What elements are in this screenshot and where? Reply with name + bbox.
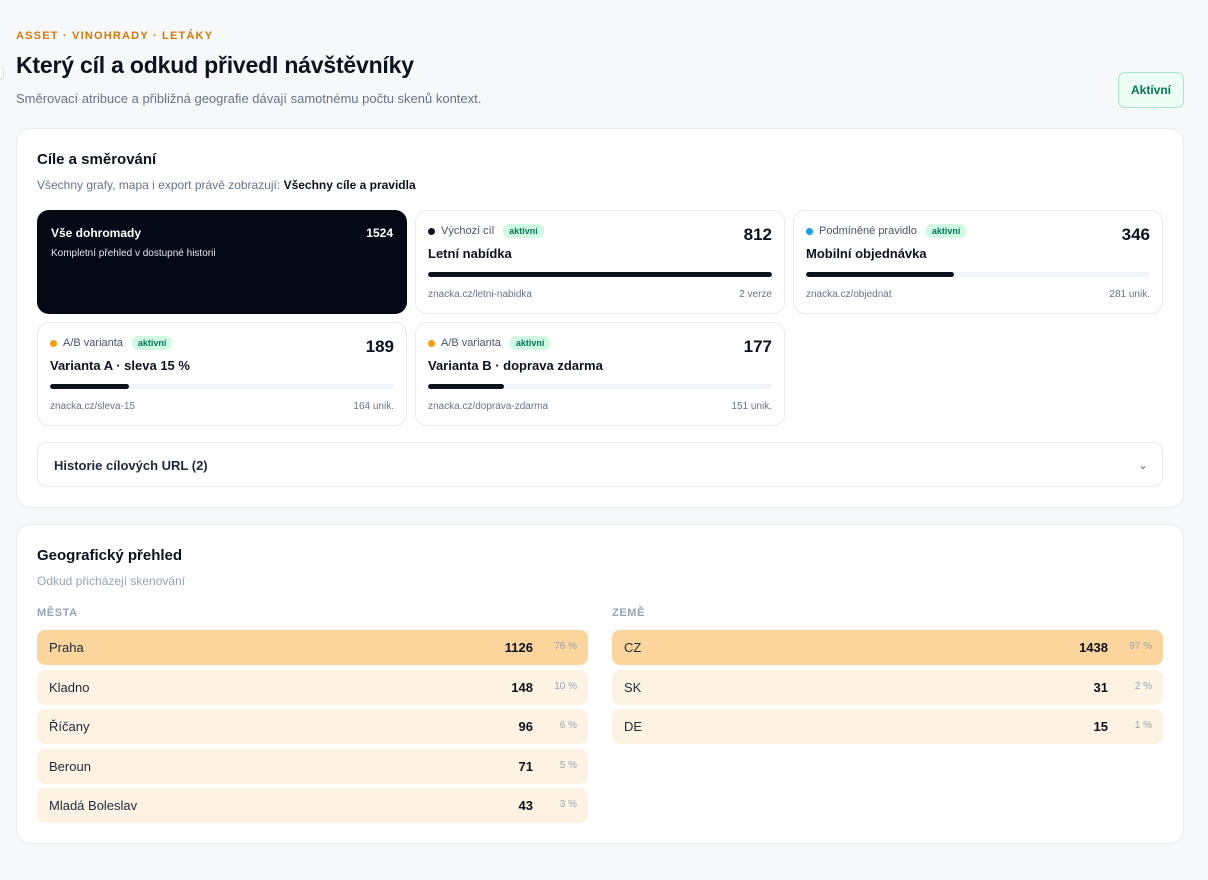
city-percent: 3 % <box>559 799 577 810</box>
target-url: znacka.cz/objednat <box>806 289 892 300</box>
target-description: Kompletní přehled v dostupné historii <box>51 248 216 259</box>
country-percent: 1 % <box>1134 720 1152 731</box>
country-row: CZ 1438 97 % <box>612 630 1163 665</box>
target-count: 812 <box>743 225 772 244</box>
city-name: Říčany <box>49 719 90 734</box>
city-row: Mladá Boleslav 43 3 % <box>37 788 588 823</box>
country-count: 31 <box>1093 679 1108 695</box>
city-row: Praha 1126 76 % <box>37 630 588 665</box>
target-dot-icon <box>50 339 57 347</box>
status-badge[interactable]: Aktivní <box>1118 72 1184 108</box>
target-share-bar <box>428 384 772 389</box>
target-share-fill <box>428 272 772 277</box>
target-type: Výchozí cíl <box>441 225 495 237</box>
target-url: znacka.cz/doprava-zdarma <box>428 401 549 412</box>
city-name: Beroun <box>49 758 91 774</box>
target-url: znacka.cz/sleva-15 <box>50 401 136 412</box>
filter-note-value: Všechny cíle a pravidla <box>283 178 416 192</box>
target-count: 1524 <box>366 226 393 240</box>
cities-heading: MĚSTA <box>37 607 78 619</box>
country-percent: 2 % <box>1134 680 1152 692</box>
targets-filter-note: Všechny grafy, mapa i export právě zobra… <box>37 178 416 192</box>
page-subtitle: Směrovací atribuce a přibližná geografie… <box>16 91 482 106</box>
target-share-fill <box>428 384 504 389</box>
target-card-default[interactable]: Výchozí cíl aktivní 812 Letní nabídka zn… <box>415 210 785 314</box>
target-card-all[interactable]: Vše dohromady 1524 Kompletní přehled v d… <box>37 210 407 314</box>
countries-heading: ZEMĚ <box>612 607 645 619</box>
target-share-fill <box>50 384 130 389</box>
target-name: Varianta A · sleva 15 % <box>50 358 190 373</box>
target-share-fill <box>806 272 954 277</box>
geo-subtitle: Odkud přicházejí skenování <box>37 574 186 588</box>
city-count: 1126 <box>504 640 533 655</box>
active-badge: aktivní <box>503 224 544 238</box>
targets-panel: Cíle a směrování Všechny grafy, mapa i e… <box>16 128 1184 508</box>
city-percent: 10 % <box>554 680 577 692</box>
target-name: Mobilní objednávka <box>806 246 927 261</box>
target-url: znacka.cz/letni-nabidka <box>428 289 532 300</box>
city-count: 148 <box>511 679 533 695</box>
target-share-bar <box>806 272 1150 277</box>
panel-toggle-handle[interactable] <box>0 66 4 80</box>
target-meta: 151 unik. <box>731 401 772 412</box>
city-count: 71 <box>518 758 533 774</box>
target-type: A/B varianta <box>441 337 501 349</box>
target-share-bar <box>50 384 394 389</box>
url-history-label: Historie cílových URL (2) <box>54 458 208 473</box>
target-count: 177 <box>743 337 772 356</box>
city-percent: 5 % <box>559 759 577 771</box>
city-name: Mladá Boleslav <box>49 798 138 813</box>
target-meta: 164 unik. <box>353 401 394 412</box>
target-type: Podmíněné pravidlo <box>819 225 917 237</box>
target-dot-icon <box>806 227 813 235</box>
city-row: Kladno 148 10 % <box>37 669 588 705</box>
city-percent: 6 % <box>559 720 577 731</box>
geo-title: Geografický přehled <box>37 547 183 564</box>
active-badge: aktivní <box>509 336 551 350</box>
target-dot-icon <box>428 339 435 347</box>
country-name: SK <box>624 679 642 695</box>
target-share-bar <box>428 272 772 277</box>
target-type: A/B varianta <box>63 337 123 349</box>
targets-title: Cíle a směrování <box>37 151 157 168</box>
city-name: Kladno <box>49 679 90 695</box>
geo-panel: Geografický přehled Odkud přicházejí ske… <box>16 524 1184 844</box>
target-dot-icon <box>428 227 435 235</box>
countries-list: CZ 1438 97 % SK 31 2 % DE 15 1 % <box>612 630 1163 749</box>
city-row: Říčany 96 6 % <box>37 709 588 744</box>
city-row: Beroun 71 5 % <box>37 748 588 784</box>
city-count: 96 <box>518 719 533 734</box>
filter-note-prefix: Všechny grafy, mapa i export právě zobra… <box>37 178 281 192</box>
target-count: 189 <box>365 337 394 356</box>
page-title: Který cíl a odkud přivedl návštěvníky <box>16 52 414 78</box>
city-percent: 76 % <box>554 641 577 652</box>
cities-list: Praha 1126 76 % Kladno 148 10 % Říčany 9… <box>37 630 588 828</box>
target-count: 346 <box>1121 225 1150 244</box>
chevron-down-icon: ⌄ <box>1137 458 1148 472</box>
target-card-variant-a[interactable]: A/B varianta aktivní 189 Varianta A · sl… <box>37 322 407 426</box>
country-count: 15 <box>1093 719 1108 734</box>
country-percent: 97 % <box>1129 641 1152 652</box>
country-row: DE 15 1 % <box>612 709 1163 744</box>
country-count: 1438 <box>1079 640 1108 655</box>
city-count: 43 <box>518 798 533 813</box>
target-name: Varianta B · doprava zdarma <box>428 358 603 373</box>
url-history-accordion[interactable]: Historie cílových URL (2) ⌄ <box>37 442 1163 487</box>
country-name: DE <box>624 719 643 734</box>
city-name: Praha <box>49 640 84 655</box>
target-name: Letní nabídka <box>428 246 512 261</box>
active-badge: aktivní <box>925 224 967 238</box>
breadcrumb: ASSET · VINOHRADY · LETÁKY <box>16 30 214 42</box>
target-meta: 281 unik. <box>1109 289 1150 300</box>
target-card-variant-b[interactable]: A/B varianta aktivní 177 Varianta B · do… <box>415 322 785 426</box>
target-name: Vše dohromady <box>51 226 142 240</box>
country-name: CZ <box>624 640 642 655</box>
country-row: SK 31 2 % <box>612 669 1163 705</box>
target-card-rule[interactable]: Podmíněné pravidlo aktivní 346 Mobilní o… <box>793 210 1163 314</box>
active-badge: aktivní <box>131 336 173 350</box>
target-meta: 2 verze <box>739 289 772 300</box>
